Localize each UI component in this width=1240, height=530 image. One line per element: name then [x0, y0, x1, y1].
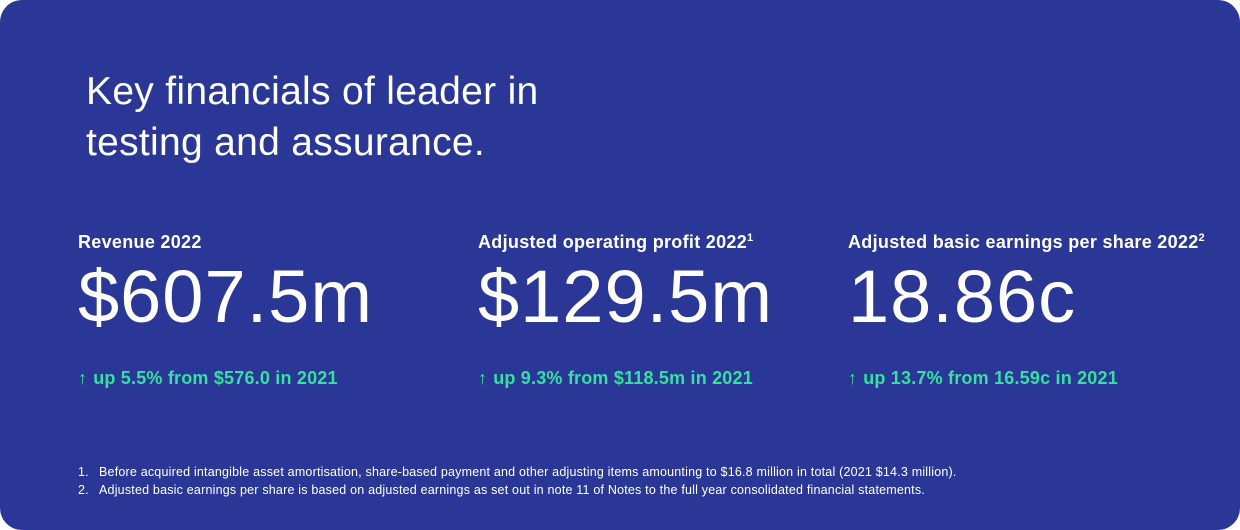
- metric-change-note: ↑ up 5.5% from $576.0 in 2021: [78, 368, 338, 389]
- footnotes: 1. Before acquired intangible asset amor…: [78, 464, 1178, 499]
- up-arrow-icon: ↑: [848, 368, 858, 388]
- metric-adjusted-operating-profit: Adjusted operating profit 20221 $129.5m …: [478, 232, 858, 388]
- metric-change-text: up 9.3% from $118.5m in 2021: [493, 368, 753, 388]
- metric-change-note: ↑ up 13.7% from 16.59c in 2021: [848, 368, 1118, 389]
- metric-label: Adjusted basic earnings per share 20222: [848, 232, 1228, 253]
- footnote-number: 1.: [78, 465, 89, 479]
- footnote-text: Before acquired intangible asset amortis…: [99, 465, 957, 479]
- up-arrow-icon: ↑: [78, 368, 88, 388]
- metric-adjusted-basic-eps: Adjusted basic earnings per share 20222 …: [848, 232, 1228, 388]
- footnote-1: 1. Before acquired intangible asset amor…: [78, 464, 1178, 482]
- page-title: Key financials of leader in testing and …: [86, 70, 539, 164]
- footnote-text: Adjusted basic earnings per share is bas…: [99, 482, 925, 497]
- footnote-2: 2. Adjusted basic earnings per share is …: [78, 482, 1178, 500]
- metric-label-text: Adjusted operating profit 2022: [478, 232, 748, 252]
- metric-value: $129.5m: [478, 255, 773, 338]
- metric-value: $607.5m: [78, 255, 373, 338]
- up-arrow-icon: ↑: [478, 368, 488, 388]
- metric-label-text: Adjusted basic earnings per share 2022: [848, 232, 1199, 252]
- metric-label-text: Revenue 2022: [78, 232, 202, 252]
- metric-value: 18.86c: [848, 255, 1077, 338]
- metric-label: Adjusted operating profit 20221: [478, 232, 858, 253]
- metric-change-text: up 13.7% from 16.59c in 2021: [863, 368, 1118, 388]
- metric-change-note: ↑ up 9.3% from $118.5m in 2021: [478, 368, 753, 389]
- metric-label: Revenue 2022: [78, 232, 458, 253]
- footnote-number: 2.: [78, 482, 89, 497]
- metric-label-superscript: 1: [747, 232, 754, 244]
- metric-revenue: Revenue 2022 $607.5m ↑ up 5.5% from $576.…: [78, 232, 458, 388]
- metric-change-text: up 5.5% from $576.0 in 2021: [93, 368, 338, 388]
- metric-label-superscript: 2: [1198, 232, 1205, 244]
